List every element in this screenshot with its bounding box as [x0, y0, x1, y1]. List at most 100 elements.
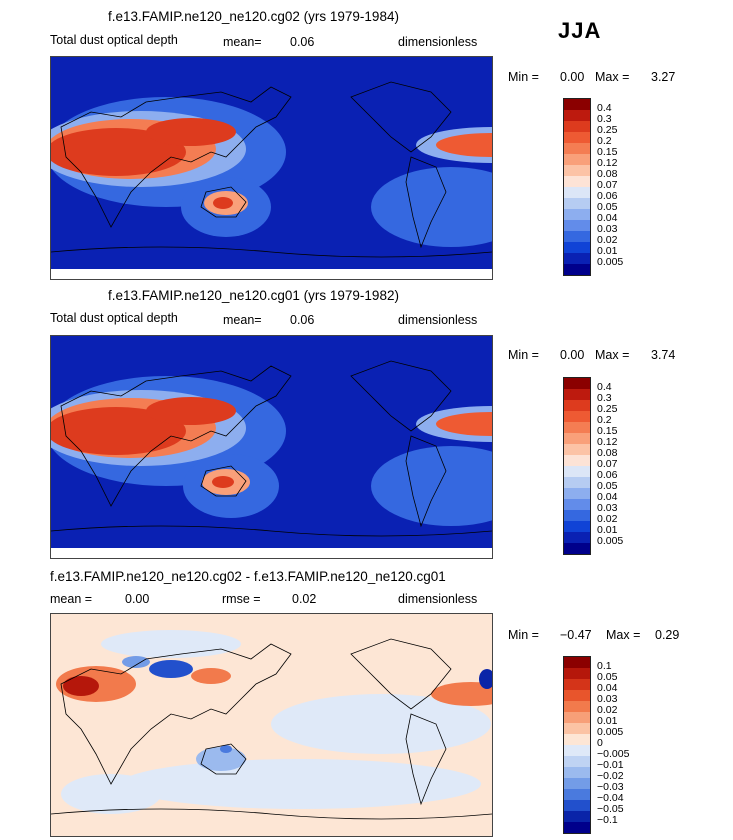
- panel3-arabia-negative: [149, 660, 193, 678]
- colorbar-swatch: [564, 822, 590, 833]
- panel3-namerica-coast: [350, 638, 452, 710]
- colorbar-swatch: [564, 510, 590, 521]
- colorbar-swatch: [564, 477, 590, 488]
- colorbar-swatch: [564, 422, 590, 433]
- colorbar-level-label: 0.15: [597, 425, 618, 437]
- panel2-taklimakan-core: [146, 397, 236, 425]
- panel3-title: f.e13.FAMIP.ne120_ne120.cg02 - f.e13.FAM…: [50, 569, 446, 584]
- panel2-mean-value: 0.06: [290, 313, 315, 327]
- colorbar-level-label: 0.01: [597, 245, 618, 257]
- panel3-blue-patch-4: [61, 774, 161, 814]
- panel3-atlantic-positive: [431, 682, 492, 706]
- colorbar-swatch: [564, 745, 590, 756]
- colorbar-level-label: 0.01: [597, 524, 618, 536]
- panel2-australia-coast: [200, 465, 247, 497]
- colorbar-level-label: 0.06: [597, 190, 618, 202]
- panel1-colorbar: [563, 98, 591, 276]
- colorbar-swatch: [564, 143, 590, 154]
- colorbar-level-label: 0.04: [597, 212, 618, 224]
- colorbar-swatch: [564, 756, 590, 767]
- colorbar-swatch: [564, 521, 590, 532]
- colorbar-swatch: [564, 701, 590, 712]
- panel1-namerica-coast: [350, 81, 452, 153]
- colorbar-swatch: [564, 198, 590, 209]
- panel3-samerica-coast: [405, 713, 447, 806]
- colorbar-level-label: −0.005: [597, 748, 630, 760]
- colorbar-level-label: −0.1: [597, 814, 618, 826]
- colorbar-swatch: [564, 668, 590, 679]
- colorbar-level-label: −0.04: [597, 792, 624, 804]
- colorbar-level-label: 0.06: [597, 469, 618, 481]
- colorbar-swatch: [564, 389, 590, 400]
- colorbar-swatch: [564, 110, 590, 121]
- colorbar-level-label: 0.03: [597, 502, 618, 514]
- colorbar-swatch: [564, 800, 590, 811]
- colorbar-level-label: 0.03: [597, 693, 618, 705]
- colorbar-level-label: 0.08: [597, 447, 618, 459]
- colorbar-level-label: 0.02: [597, 704, 618, 716]
- colorbar-level-label: 0.005: [597, 535, 624, 547]
- panel3-blue-patch-2: [271, 694, 491, 754]
- colorbar-swatch: [564, 811, 590, 822]
- colorbar-swatch: [564, 132, 590, 143]
- panel3-mideast-negative: [122, 656, 150, 668]
- colorbar-swatch: [564, 231, 590, 242]
- colorbar-swatch: [564, 767, 590, 778]
- colorbar-swatch: [564, 657, 590, 668]
- panel2-title: f.e13.FAMIP.ne120_ne120.cg01 (yrs 1979-1…: [108, 288, 399, 303]
- panel2-map-svg: [51, 336, 492, 558]
- colorbar-level-label: 0.08: [597, 168, 618, 180]
- panel3-rmse-label: rmse =: [222, 592, 261, 606]
- panel3-mean-label: mean =: [50, 592, 93, 606]
- colorbar-level-label: −0.01: [597, 759, 624, 771]
- colorbar-level-label: −0.05: [597, 803, 624, 815]
- colorbar-swatch: [564, 499, 590, 510]
- panel1-antarctica-coast: [51, 246, 492, 258]
- colorbar-swatch: [564, 253, 590, 264]
- panel3-sahara-strong: [63, 676, 99, 696]
- colorbar-swatch: [564, 532, 590, 543]
- panel1-mean-value: 0.06: [290, 35, 315, 49]
- colorbar-level-label: 0.03: [597, 223, 618, 235]
- panel3-rmse-value: 0.02: [292, 592, 317, 606]
- colorbar-swatch: [564, 176, 590, 187]
- colorbar-level-label: 0.07: [597, 179, 618, 191]
- colorbar-level-label: 0.3: [597, 392, 612, 404]
- panel3-coastlines: [51, 638, 492, 820]
- colorbar-swatch: [564, 712, 590, 723]
- panel1-min-label: Min =: [508, 70, 539, 84]
- colorbar-level-label: 0.01: [597, 715, 618, 727]
- colorbar-level-label: 0.4: [597, 102, 612, 114]
- panel3-units: dimensionless: [398, 592, 478, 606]
- colorbar-swatch: [564, 378, 590, 389]
- panel2-mean-label: mean=: [223, 313, 262, 327]
- colorbar-swatch: [564, 411, 590, 422]
- panel1-atlantic-core: [436, 133, 492, 157]
- colorbar-swatch: [564, 778, 590, 789]
- colorbar-swatch: [564, 679, 590, 690]
- colorbar-swatch: [564, 789, 590, 800]
- colorbar-swatch: [564, 444, 590, 455]
- panel2-samerica-coast: [405, 435, 447, 528]
- panel2-variable: Total dust optical depth: [50, 311, 178, 325]
- colorbar-swatch: [564, 187, 590, 198]
- panel3-max-value: 0.29: [655, 628, 680, 642]
- colorbar-level-label: 0.25: [597, 403, 618, 415]
- colorbar-level-label: 0.2: [597, 414, 612, 426]
- colorbar-swatch: [564, 121, 590, 132]
- colorbar-swatch: [564, 690, 590, 701]
- colorbar-level-label: 0.07: [597, 458, 618, 470]
- panel1-sahara-core: [51, 128, 186, 176]
- panel1-coastlines: [51, 81, 492, 258]
- panel3-australia-coast: [200, 743, 247, 775]
- colorbar-level-label: −0.03: [597, 781, 624, 793]
- colorbar-swatch: [564, 242, 590, 253]
- colorbar-level-label: 0.12: [597, 157, 618, 169]
- panel3-colorbar: [563, 656, 591, 834]
- panel2-atlantic-core: [436, 412, 492, 436]
- panel2-namerica-coast: [350, 360, 452, 432]
- panel2-units: dimensionless: [398, 313, 478, 327]
- colorbar-swatch: [564, 455, 590, 466]
- panel3-mean-value: 0.00: [125, 592, 150, 606]
- colorbar-level-label: 0.1: [597, 660, 612, 672]
